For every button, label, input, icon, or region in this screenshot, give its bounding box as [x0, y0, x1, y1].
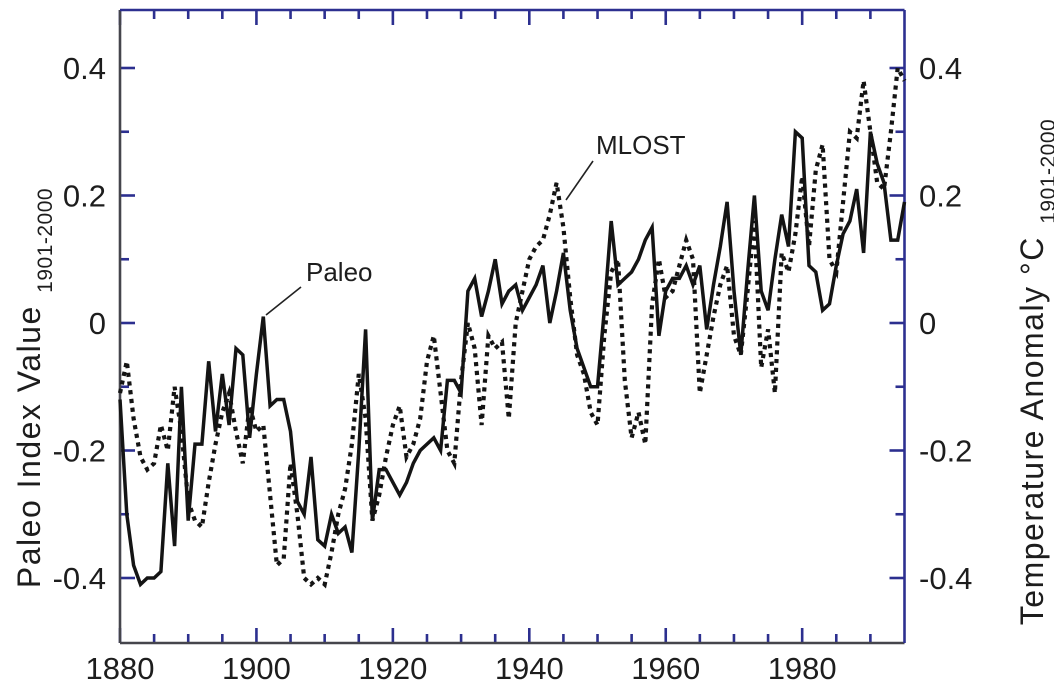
- y-axis-right-tick-label: -0.2: [919, 434, 972, 469]
- mlost-pointer-line: [565, 160, 594, 201]
- y-axis-left-tick-label: 0.2: [63, 179, 106, 214]
- y-axis-right-title-text: Temperature Anomaly °C: [1014, 236, 1050, 625]
- paleo-series-line: [118, 128, 907, 588]
- x-axis-tick-label: 1940: [495, 651, 564, 685]
- x-axis-tick-label: 1980: [768, 651, 837, 685]
- paleo-series-label: Paleo: [306, 257, 373, 287]
- y-axis-left-title-text: Paleo Index Value: [11, 305, 47, 588]
- y-axis-right-tick-label: -0.4: [919, 561, 972, 596]
- y-axis-left-title-subscript: 1901-2000: [34, 188, 57, 293]
- y-axis-left-title: Paleo Index Value 1901-2000: [11, 188, 57, 588]
- y-axis-left-tick-label: 0.4: [63, 51, 106, 86]
- y-axis-right-title: Temperature Anomaly °C 1901-2000: [1014, 119, 1054, 625]
- tick-labels: 0.4 0.4 0.2 0.2 0 0 -0.2 -0.2 -0.4 -0.4 1880 1900 19…: [53, 51, 973, 685]
- x-axis-tick-label: 1880: [86, 651, 155, 685]
- y-axis-left-tick-label: 0: [89, 306, 106, 341]
- y-axis-right-tick-label: 0: [919, 306, 936, 341]
- y-axis-right-tick-label: 0.2: [919, 179, 962, 214]
- y-axis-right-tick-label: 0.4: [919, 51, 962, 86]
- plot-frame: [118, 8, 906, 645]
- paleo-pointer-line: [265, 286, 302, 316]
- axis-ticks: [118, 10, 905, 643]
- x-axis-tick-label: 1900: [222, 651, 291, 685]
- y-axis-left-tick-label: -0.2: [53, 434, 106, 469]
- x-axis-tick-label: 1920: [358, 651, 427, 685]
- y-axis-right-title-subscript: 1901-2000: [1037, 119, 1054, 224]
- mlost-series-line: [117, 60, 907, 589]
- mlost-series-label: MLOST: [596, 130, 686, 160]
- data-series: [117, 60, 907, 589]
- y-axis-left-tick-label: -0.4: [53, 561, 106, 596]
- x-axis-tick-label: 1960: [631, 651, 700, 685]
